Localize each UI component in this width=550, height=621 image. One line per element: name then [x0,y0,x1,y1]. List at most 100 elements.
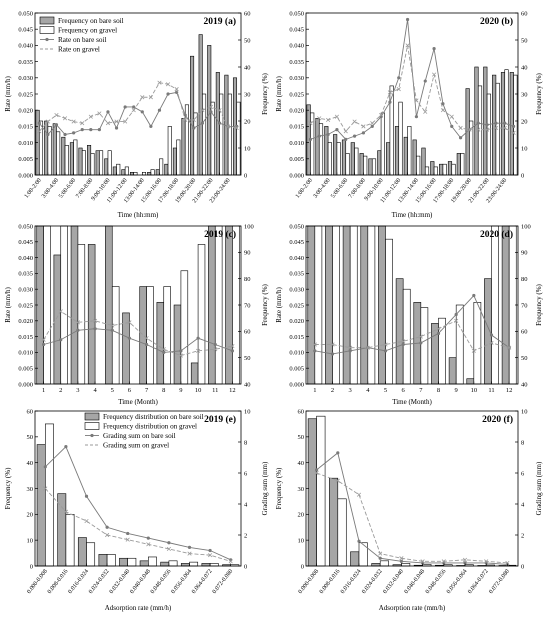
bar-gravel-5 [127,557,137,567]
y2-axis-title: Grading sum (mm) [261,461,269,515]
point-gravel-1 [41,337,46,342]
x-tick-label: 10 [195,387,202,394]
y2-tick-label: 20 [521,118,528,125]
x-tick-label: 0.000-0.008 [26,569,49,596]
y2-tick-label: 10 [521,408,528,415]
point-gravel-5 [399,556,404,561]
point-bare-2 [64,445,68,449]
point-gravel-10 [195,348,201,353]
bar-gravel-3 [327,142,332,176]
point-bare-6 [146,536,150,540]
point-bare-7 [89,128,93,132]
y-tick-label: 40 [27,460,34,467]
y2-tick-label: 90 [244,250,251,257]
y-tick-label: 0.015 [289,334,304,341]
y2-tick-label: 50 [521,355,528,362]
x-axis-title: Time (Month) [392,398,432,406]
point-gravel-22 [493,125,499,131]
y-tick-label: 0.005 [289,366,304,373]
panel-title: 2019 (e) [204,414,236,425]
y-tick-label: 50 [27,434,34,441]
point-gravel-14 [423,109,428,114]
point-gravel-12 [405,43,410,48]
bar-gravel-6 [148,556,157,567]
y2-tick-label: 0 [244,172,247,179]
bar-gravel-10 [473,302,482,385]
x-axis-title: Adsorption rate (mm/h) [105,604,172,612]
point-gravel-4 [62,116,68,121]
point-bare-21 [485,123,489,127]
y2-tick-label: 0 [244,563,247,570]
x-tick-label: 0.024-0.032 [88,569,111,596]
line-bare-series [316,452,508,565]
point-bare-3 [54,123,59,127]
bar-bare-6 [395,278,404,385]
x-tick-label: 0.056-0.064 [170,569,193,596]
point-bare-6 [80,128,84,132]
point-gravel-4 [334,114,340,119]
point-gravel-2 [330,342,335,347]
point-gravel-12 [230,343,235,349]
bar-bare-5 [105,225,113,385]
point-bare-3 [326,132,330,137]
point-gravel-3 [84,518,89,524]
y-tick-label: 0.025 [289,91,304,98]
y-tick-label: 0.015 [18,124,33,131]
point-bare-5 [344,137,348,141]
bar-bare-9 [173,304,182,385]
bar-bare-2 [329,477,339,567]
bar-gravel-3 [349,225,358,385]
x-tick-label: 3 [76,387,79,394]
line-bare-series [38,91,237,136]
point-gravel-6 [420,559,425,564]
y-tick-label: 0.015 [289,124,304,131]
point-bare-14 [423,79,427,83]
y-tick-label: 0.000 [289,172,304,179]
point-gravel-1 [314,470,319,476]
point-gravel-19 [191,117,196,123]
point-bare-16 [441,102,445,106]
line-gravel-series [38,82,237,132]
point-bare-8 [370,124,374,128]
bar-bare-11 [121,169,126,176]
x-tick-label: 5 [111,387,114,394]
bar-bare-6 [139,560,149,567]
bar-gravel-23 [227,93,232,176]
point-bare-1 [37,121,41,125]
x-tick-label: 3 [349,387,352,394]
point-bare-5 [383,349,388,353]
legend-label: Frequency on gravel [58,27,117,35]
bar-bare-3 [77,537,87,567]
bar-gravel-10 [116,163,121,176]
y-tick-label: 0.035 [18,59,33,66]
x-tick-label: 0.032-0.040 [382,569,405,596]
point-bare-12 [132,105,136,109]
y-tick-label: 0 [301,563,304,570]
point-gravel-1 [37,129,42,134]
point-bare-4 [93,327,97,331]
bar-bare-17 [447,161,453,176]
bar-bare-1 [36,444,46,567]
legend-label: Grading sum on bare soil [103,432,176,440]
point-gravel-19 [467,127,472,132]
bar-bare-4 [333,134,338,176]
y-tick-label: 50 [298,434,305,441]
point-gravel-1 [308,121,313,126]
point-bare-18 [458,136,463,140]
bar-bare-17 [172,147,177,176]
x-tick-label: 0.008-0.016 [47,569,70,596]
x-axis-title: Time (hh:mm) [118,211,159,219]
point-bare-19 [192,126,196,130]
bar-gravel-12 [133,172,138,176]
x-tick-label: 6 [128,387,132,394]
point-gravel-8 [370,121,375,126]
point-gravel-13 [140,95,145,100]
x-tick-label: 11 [212,387,218,394]
bar-gravel-3 [56,131,61,176]
bar-gravel-7 [168,560,178,567]
bar-gravel-9 [380,112,385,176]
y2-axis-title: Grading sum (mm) [535,461,543,515]
y-tick-label: 0.020 [289,318,304,325]
bar-bare-8 [368,158,373,176]
point-gravel-9 [208,553,213,558]
